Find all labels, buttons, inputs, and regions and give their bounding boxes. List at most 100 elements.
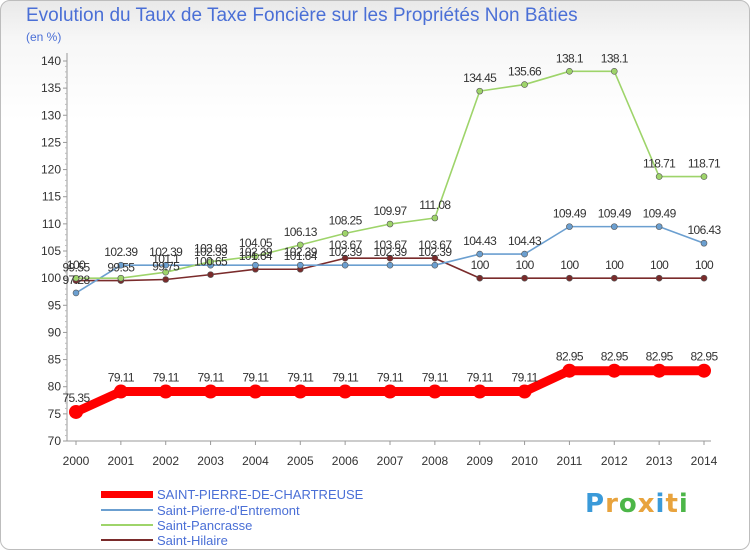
logo-letter: t (665, 489, 679, 519)
data-point-saint-pierre-de-chartreuse (607, 363, 622, 378)
data-point-saint-pierre-d-entremont (296, 261, 304, 269)
logo-letter: o (618, 489, 638, 519)
data-point-saint-hilaire (341, 254, 349, 262)
y-tick-label: 140 (41, 54, 61, 68)
x-tick-label: 2009 (466, 454, 493, 468)
data-label: 118.71 (688, 157, 721, 171)
data-label: 100 (695, 258, 714, 272)
data-label: 101.64 (239, 249, 273, 263)
data-label: 109.49 (598, 207, 632, 221)
data-label: 99.75 (152, 260, 180, 274)
data-point-saint-hilaire (476, 274, 484, 282)
data-label: 102.39 (104, 245, 138, 259)
data-point-saint-pancrasse (296, 241, 304, 249)
data-point-saint-hilaire (431, 254, 439, 262)
data-label: 82.95 (601, 350, 629, 364)
logo-letter: x (637, 489, 656, 519)
data-label: 100 (650, 258, 669, 272)
data-point-saint-pierre-d-entremont (162, 261, 170, 269)
data-label: 79.11 (242, 371, 269, 385)
data-point-saint-hilaire (566, 274, 573, 282)
data-point-saint-pierre-de-chartreuse (69, 404, 83, 419)
legend-label: Saint-Hilaire (157, 532, 228, 548)
data-point-saint-pierre-d-entremont (521, 250, 528, 258)
legend-label: Saint-Pancrasse (157, 517, 253, 533)
data-point-saint-pierre-de-chartreuse (248, 384, 263, 399)
data-label: 102.39 (239, 245, 273, 259)
y-tick-label: 95 (48, 298, 62, 312)
data-point-saint-pancrasse (476, 87, 484, 95)
y-tick-label: 130 (41, 108, 61, 122)
data-point-saint-pierre-de-chartreuse (113, 384, 128, 399)
data-label: 108.25 (329, 213, 363, 227)
x-tick-label: 2007 (377, 454, 404, 468)
data-point-saint-pierre-d-entremont (117, 261, 125, 269)
data-label: 109.49 (553, 207, 587, 221)
chart-title: Evolution du Taux de Taxe Foncière sur l… (26, 5, 578, 26)
y-tick-label: 90 (48, 325, 62, 339)
data-label: 79.11 (422, 371, 449, 385)
data-label: 99.55 (62, 261, 90, 275)
data-point-saint-pierre-d-entremont (566, 223, 573, 230)
data-point-saint-pierre-de-chartreuse (293, 384, 308, 399)
data-point-saint-hilaire (610, 274, 618, 282)
data-label: 100 (605, 258, 624, 272)
data-label: 79.11 (512, 371, 539, 385)
logo-letter: i (678, 489, 689, 519)
data-label: 101.1 (152, 252, 180, 266)
legend-item-saint-pancrasse: Saint-Pancrasse (101, 517, 252, 533)
data-point-saint-pancrasse (72, 274, 80, 282)
data-label: 79.11 (153, 371, 180, 385)
data-label: 111.08 (419, 198, 451, 212)
y-tick-label: 110 (42, 217, 61, 231)
data-label: 103.67 (418, 238, 452, 252)
data-label: 101.64 (284, 249, 318, 263)
x-tick-label: 2003 (197, 454, 224, 468)
data-point-saint-pancrasse (431, 214, 439, 222)
data-point-saint-pancrasse (117, 274, 125, 282)
data-label: 100 (515, 258, 534, 272)
data-point-saint-pierre-de-chartreuse (697, 363, 711, 378)
data-point-saint-pierre-d-entremont (476, 250, 484, 258)
data-label: 100.65 (194, 255, 228, 269)
data-label: 104.05 (239, 236, 273, 250)
data-label: 79.11 (108, 371, 135, 385)
data-point-saint-pierre-d-entremont (252, 261, 259, 269)
data-label: 100 (560, 258, 579, 272)
data-label: 100 (67, 258, 86, 272)
x-tick-label: 2011 (557, 454, 583, 468)
data-label: 79.11 (198, 371, 225, 385)
data-point-saint-pierre-de-chartreuse (203, 384, 218, 399)
data-label: 109.97 (373, 204, 407, 218)
data-point-saint-pierre-de-chartreuse (517, 384, 532, 399)
data-point-saint-hilaire (207, 271, 214, 278)
data-label: 79.11 (467, 371, 494, 385)
data-point-saint-pancrasse (386, 220, 394, 228)
legend-swatch (101, 490, 153, 498)
data-label: 102.39 (373, 245, 407, 259)
data-point-saint-pierre-de-chartreuse (472, 384, 487, 399)
y-tick-label: 100 (41, 271, 61, 285)
x-tick-label: 2013 (646, 454, 673, 468)
data-label: 82.95 (690, 350, 718, 364)
x-tick-label: 2006 (332, 454, 359, 468)
data-label: 103.67 (373, 238, 407, 252)
legend-item-saint-pierre-de-chartreuse: SAINT-PIERRE-DE-CHARTREUSE (101, 486, 363, 502)
data-label: 100 (471, 258, 490, 272)
y-unit-label: (en %) (26, 30, 62, 44)
data-point-saint-pierre-d-entremont (610, 223, 618, 230)
data-label: 109.49 (643, 207, 677, 221)
data-point-saint-pancrasse (700, 173, 708, 180)
y-tick-label: 115 (42, 190, 61, 204)
x-tick-label: 2001 (108, 454, 135, 468)
data-label: 97.28 (62, 273, 90, 287)
y-tick-label: 70 (48, 434, 62, 448)
data-point-saint-pierre-d-entremont (700, 239, 708, 247)
data-point-saint-hilaire (700, 274, 708, 282)
data-point-saint-hilaire (162, 276, 170, 283)
data-label: 102.39 (149, 245, 183, 259)
data-point-saint-pierre-de-chartreuse (158, 384, 173, 399)
data-point-saint-pancrasse (341, 230, 349, 237)
data-point-saint-pierre-de-chartreuse (383, 384, 397, 399)
